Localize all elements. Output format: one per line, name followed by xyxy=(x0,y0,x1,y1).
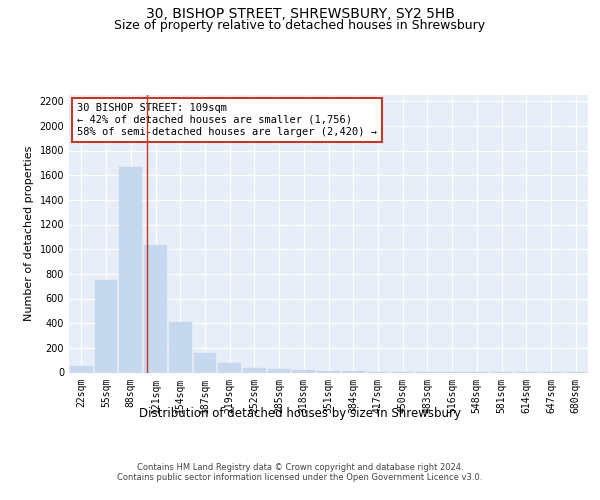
Bar xyxy=(95,280,118,372)
Bar xyxy=(317,370,340,372)
Text: Size of property relative to detached houses in Shrewsbury: Size of property relative to detached ho… xyxy=(115,19,485,32)
Text: Contains HM Land Registry data © Crown copyright and database right 2024.
Contai: Contains HM Land Registry data © Crown c… xyxy=(118,462,482,482)
Bar xyxy=(144,246,167,372)
Y-axis label: Number of detached properties: Number of detached properties xyxy=(24,146,34,322)
Text: 30 BISHOP STREET: 109sqm
← 42% of detached houses are smaller (1,756)
58% of sem: 30 BISHOP STREET: 109sqm ← 42% of detach… xyxy=(77,104,377,136)
Bar xyxy=(194,354,216,372)
Text: Distribution of detached houses by size in Shrewsbury: Distribution of detached houses by size … xyxy=(139,408,461,420)
Bar xyxy=(169,322,191,372)
Bar xyxy=(243,368,266,372)
Bar xyxy=(218,362,241,372)
Bar xyxy=(119,166,142,372)
Bar xyxy=(342,371,365,372)
Text: 30, BISHOP STREET, SHREWSBURY, SY2 5HB: 30, BISHOP STREET, SHREWSBURY, SY2 5HB xyxy=(146,8,454,22)
Bar xyxy=(268,369,290,372)
Bar xyxy=(292,370,315,372)
Bar xyxy=(70,366,93,372)
